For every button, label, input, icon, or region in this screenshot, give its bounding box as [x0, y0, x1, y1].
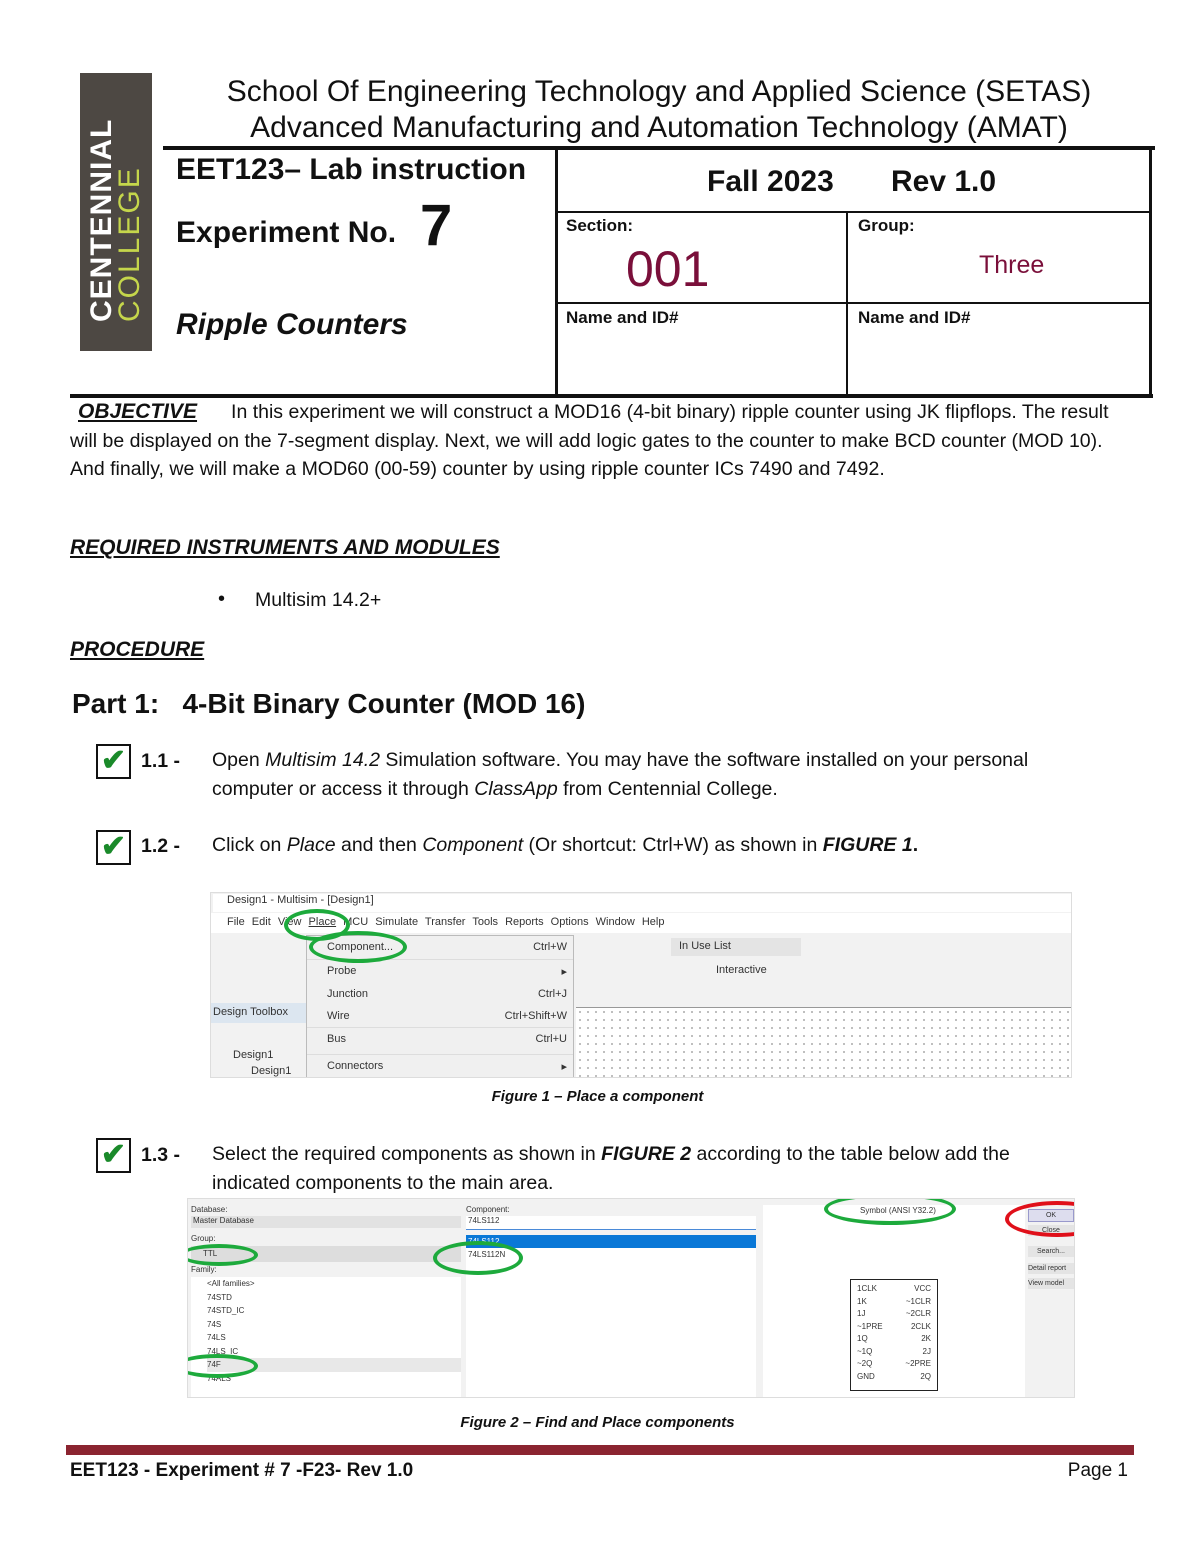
- step-text: indicated components to the main area.: [212, 1172, 554, 1194]
- revision: Rev 1.0: [891, 165, 997, 198]
- figure-2-screenshot: Database: Master Database Group: TTL Fam…: [187, 1198, 1075, 1398]
- course-title: EET123– Lab instruction: [176, 153, 527, 186]
- experiment-number: 7: [420, 193, 453, 258]
- section-value: 001: [626, 241, 710, 297]
- college-logo: CENTENNIAL COLLEGE: [80, 73, 152, 351]
- step-checkbox[interactable]: ✔: [96, 830, 131, 865]
- objective-text: In this experiment we will construct a M…: [70, 401, 1109, 481]
- name-id-label-1: Name and ID#: [566, 308, 679, 327]
- instrument-item: Multisim 14.2+: [255, 589, 382, 611]
- logo-line2: COLLEGE: [113, 166, 146, 322]
- divider: [555, 302, 1152, 304]
- divider: [555, 211, 1152, 213]
- divider: [163, 146, 1155, 150]
- bullet-icon: •: [218, 588, 226, 610]
- objective: OBJECTIVE In this experiment we will cons…: [70, 398, 1140, 484]
- group-label: Group:: [858, 216, 915, 235]
- school-name: School Of Engineering Technology and App…: [226, 75, 1092, 108]
- step-text: computer or access it through ClassApp f…: [212, 778, 778, 800]
- divider: [70, 394, 1153, 398]
- part1-heading: Part 1: 4-Bit Binary Counter (MOD 16): [72, 688, 586, 719]
- topic-title: Ripple Counters: [176, 308, 408, 341]
- experiment-label: Experiment No.: [176, 216, 397, 249]
- group-value: Three: [979, 251, 1045, 279]
- step-checkbox[interactable]: ✔: [96, 744, 131, 779]
- step-checkbox[interactable]: ✔: [96, 1138, 131, 1173]
- step-number: 1.3 -: [141, 1144, 181, 1166]
- page-number: Page 1: [1067, 1460, 1128, 1481]
- term: Fall 2023: [707, 165, 834, 198]
- section-label: Section:: [566, 216, 634, 235]
- objective-heading: OBJECTIVE: [78, 400, 198, 423]
- footer-bar: [760, 1445, 1134, 1455]
- figure-1-caption: Figure 1 – Place a component: [491, 1088, 704, 1105]
- info-table: [555, 148, 1152, 396]
- footer-bar: [66, 1445, 760, 1455]
- footer-left: EET123 - Experiment # 7 -F23- Rev 1.0: [70, 1460, 414, 1481]
- step-number: 1.1 -: [141, 750, 181, 772]
- procedure-heading: PROCEDURE: [70, 638, 205, 661]
- figure-1-screenshot: Design1 - Multisim - [Design1] File Edit…: [210, 892, 1072, 1078]
- name-id-label-2: Name and ID#: [858, 308, 971, 327]
- divider: [846, 211, 848, 396]
- instruments-heading: REQUIRED INSTRUMENTS AND MODULES: [70, 536, 500, 559]
- step-text: Open Multisim 14.2 Simulation software. …: [212, 749, 1029, 771]
- figure-2-caption: Figure 2 – Find and Place components: [460, 1414, 735, 1431]
- program-name: Advanced Manufacturing and Automation Te…: [250, 111, 1068, 144]
- step-text: Click on Place and then Component (Or sh…: [212, 834, 919, 856]
- menu-bar: File Edit View Place MCU Simulate Transf…: [211, 913, 1071, 933]
- step-number: 1.2 -: [141, 835, 181, 857]
- step-text: Select the required components as shown …: [212, 1143, 1010, 1165]
